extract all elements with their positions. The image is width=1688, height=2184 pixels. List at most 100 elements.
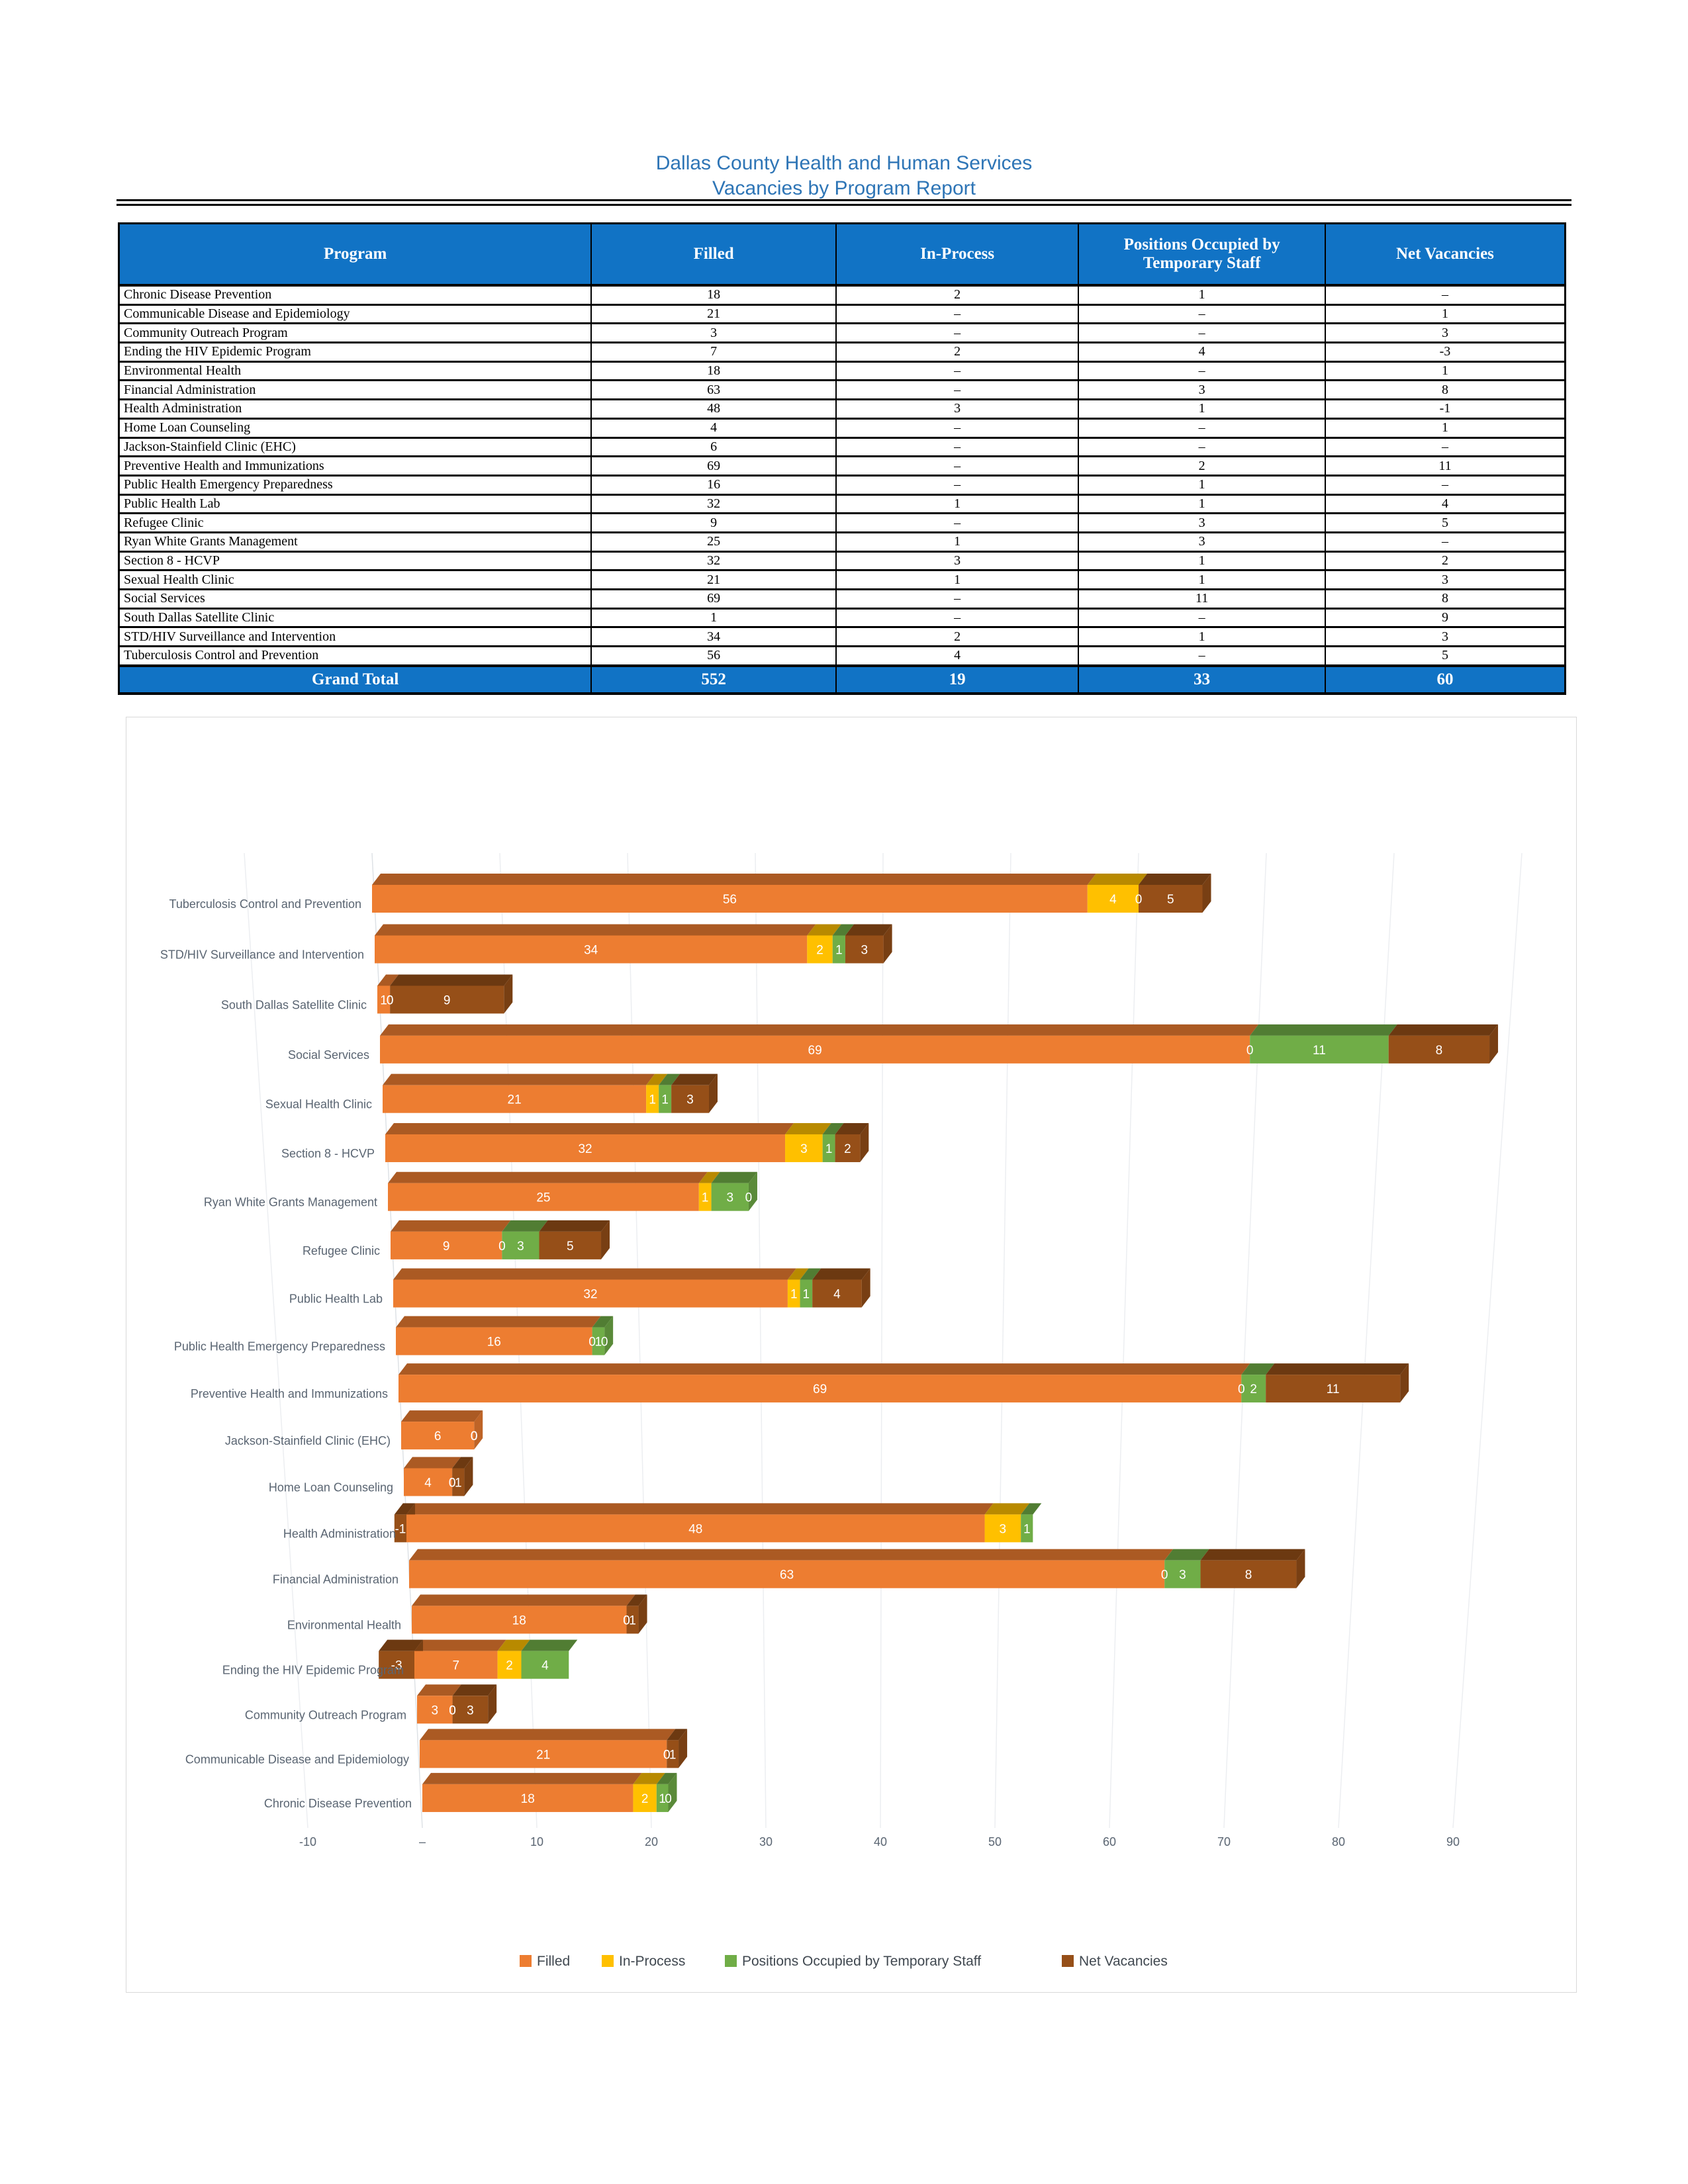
bar-data-label: 0 [588,1336,596,1349]
bar-data-label: 7 [453,1659,460,1673]
gridline [755,852,767,1829]
bar-segment [1250,1035,1389,1064]
bar-data-label: 3 [517,1240,524,1253]
bar-segment-top [984,1503,1030,1515]
cell-value: 552 [590,664,837,695]
bar-segment [667,1740,679,1768]
bar-data-label: 18 [512,1614,526,1627]
cell-value: 69 [590,588,837,610]
cell-value: – [835,474,1080,496]
gridline [880,852,884,1829]
title-separator-rule [117,199,1571,206]
gridline [1109,852,1139,1829]
bar-segment-top [659,1073,680,1085]
bar-segment-top [422,1772,642,1784]
x-axis-tick-label: 60 [1103,1835,1116,1848]
bar-segment-top [787,1268,809,1280]
table-row: Social Services 69–11 8 [118,588,1566,610]
gridline [627,852,652,1829]
bar-segment [832,935,845,964]
bar-segment-top [502,1220,548,1232]
bar-segment [845,935,884,964]
bar-data-label: 3 [800,1142,808,1156]
table-row: Chronic Disease Prevention 18 2 1– [118,284,1566,306]
cell-value: 21 [590,303,837,325]
bar-end-side [679,1729,688,1768]
cell-value: – [1078,360,1326,382]
bar-data-label: 4 [1109,893,1117,907]
table-row: Health Administration 48 3 1 -1 [118,398,1566,420]
x-axis-tick-label: 10 [530,1835,543,1848]
bar-segment [414,1651,498,1679]
bar-segment [659,1085,672,1113]
bar-segment-top [646,1073,668,1085]
bar-data-label: 1 [702,1191,709,1205]
bar-segment-top [417,1684,461,1696]
x-axis-tick-label: 40 [874,1835,887,1848]
bar-data-label: 25 [536,1191,550,1205]
bar-segment [1200,1560,1297,1588]
category-label: Financial Administration [273,1573,399,1586]
table-row: Financial Administration 63–3 8 [118,379,1566,401]
category-label: Home Loan Counseling [269,1481,393,1494]
cell-value: – [1324,474,1566,496]
cell-value: 1 [1078,569,1326,590]
cell-program: Social Services [118,588,592,610]
cell-value: – [1324,436,1566,458]
table-row: STD/HIV Surveillance and Intervention 34 2… [118,626,1566,648]
bar-segment-top [399,1363,1250,1375]
bar-data-label: 3 [432,1704,439,1717]
bar-segment [1087,885,1139,913]
bar-segment [787,1279,800,1308]
bar-data-label: 1 [661,1093,669,1107]
cell-value: 3 [1078,531,1326,553]
cell-value: 3 [1324,626,1566,648]
bar-segment [633,1784,657,1812]
cell-value: 1 [1324,360,1566,382]
bar-segment-top [711,1171,757,1183]
bar-data-label: 8 [1245,1569,1252,1582]
cell-value: 1 [590,607,837,629]
bar-end-side [1296,1549,1305,1588]
cell-value: – [835,379,1080,401]
column-header-0: Program [118,222,592,287]
cell-value: 56 [590,645,837,667]
cell-program: Tuberculosis Control and Prevention [118,645,592,667]
bar-data-label: 0 [663,1748,671,1762]
bar-data-label: 1 [455,1477,462,1490]
cell-value: 3 [1324,569,1566,590]
bar-data-label: 56 [723,893,737,907]
bar-segment-top [822,1122,844,1134]
bar-data-label: 0 [449,1477,456,1490]
cell-value: 60 [1324,664,1566,695]
bar-data-label: -1 [395,1522,406,1536]
bar-segment-top [390,974,513,986]
bar-data-label: 2 [506,1659,513,1673]
bar-end-side [464,1457,473,1496]
cell-value: 8 [1324,379,1566,401]
bar-data-label: 1 [380,993,387,1007]
column-header-1: Filled [590,222,837,287]
cell-value: 18 [590,360,837,382]
x-axis-tick-label: -10 [299,1835,316,1848]
cell-value: 3 [1078,512,1326,533]
gridline [994,852,1011,1829]
bar-segment-top [633,1772,665,1784]
bar-data-label: 0 [663,1748,671,1762]
cell-value: 33 [1078,664,1326,695]
bar-data-label: 5 [567,1240,574,1253]
bar-segment [375,935,808,964]
gridline [1338,852,1395,1829]
table-row: South Dallas Satellite Clinic 1– –9 [118,607,1566,629]
bar-segment-top [845,924,892,936]
bar-segment-top [835,1122,869,1134]
bar-segment-top [1250,1024,1397,1036]
bar-data-label: 69 [813,1383,827,1396]
cell-value: – [1324,531,1566,553]
bar-data-label: 16 [487,1336,501,1349]
bar-segment-top [671,1073,718,1085]
bar-end-side [488,1684,497,1724]
bar-segment-top [1241,1363,1275,1375]
bar-data-label: 21 [508,1093,522,1107]
x-axis-tick-label: – [419,1835,426,1848]
